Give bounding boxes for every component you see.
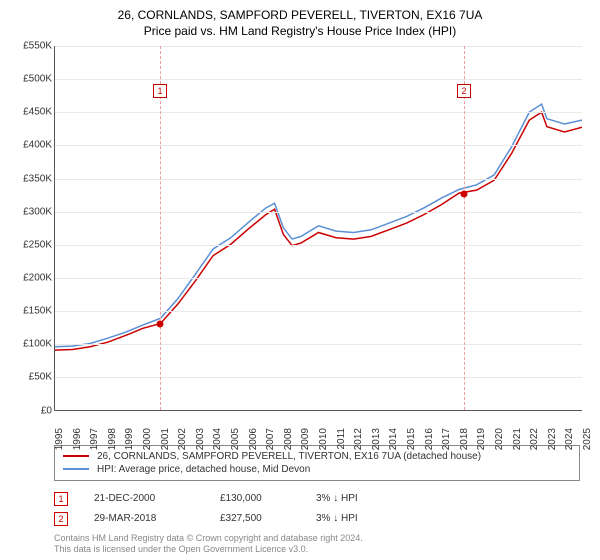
x-axis-tick: 2007 <box>265 428 276 450</box>
sale-marker-line <box>160 46 161 410</box>
x-axis-tick: 2025 <box>582 428 593 450</box>
gridline <box>55 46 582 47</box>
chart-subtitle: Price paid vs. HM Land Registry's House … <box>10 24 590 38</box>
sale-marker-dot <box>157 321 164 328</box>
sale-date: 29-MAR-2018 <box>94 513 194 524</box>
y-axis-tick: £400K <box>10 140 52 151</box>
sale-row-badge: 2 <box>54 512 68 526</box>
x-axis-tick: 2023 <box>547 428 558 450</box>
gridline <box>55 344 582 345</box>
legend-swatch <box>63 468 89 470</box>
y-axis-tick: £300K <box>10 206 52 217</box>
footer-line-2: This data is licensed under the Open Gov… <box>54 544 580 556</box>
x-axis-tick: 2016 <box>424 428 435 450</box>
footer-attribution: Contains HM Land Registry data © Crown c… <box>54 533 580 556</box>
gridline <box>55 79 582 80</box>
chart-area: £0 £50K £100K £150K £200K £250K £300K £350K £400… <box>10 46 590 439</box>
x-axis-tick: 2005 <box>230 428 241 450</box>
x-axis-tick: 2017 <box>441 428 452 450</box>
gridline <box>55 112 582 113</box>
x-axis-tick: 2011 <box>336 428 347 450</box>
x-axis-tick: 1997 <box>89 428 100 450</box>
legend-label: HPI: Average price, detached house, Mid … <box>97 464 310 475</box>
x-axis-tick: 2003 <box>195 428 206 450</box>
sale-marker-dot <box>461 190 468 197</box>
y-axis-tick: £350K <box>10 173 52 184</box>
gridline <box>55 245 582 246</box>
x-axis-tick: 1999 <box>124 428 135 450</box>
y-axis-tick: £150K <box>10 306 52 317</box>
x-axis-tick: 2013 <box>371 428 382 450</box>
sale-marker-line <box>464 46 465 410</box>
gridline <box>55 311 582 312</box>
footer-line-1: Contains HM Land Registry data © Crown c… <box>54 533 580 545</box>
gridline <box>55 179 582 180</box>
legend-label: 26, CORNLANDS, SAMPFORD PEVERELL, TIVERT… <box>97 451 481 462</box>
sale-row-badge: 1 <box>54 492 68 506</box>
x-axis-tick: 2015 <box>406 428 417 450</box>
sale-marker-badge: 2 <box>457 84 471 98</box>
y-axis-tick: £0 <box>10 405 52 416</box>
x-axis-tick: 1995 <box>54 428 65 450</box>
legend-item: 26, CORNLANDS, SAMPFORD PEVERELL, TIVERT… <box>63 450 571 463</box>
x-axis-tick: 2012 <box>353 428 364 450</box>
sale-row: 2 29-MAR-2018 £327,500 3% ↓ HPI <box>54 509 580 529</box>
legend-item: HPI: Average price, detached house, Mid … <box>63 463 571 476</box>
x-axis-tick: 2008 <box>283 428 294 450</box>
sale-price: £327,500 <box>220 513 290 524</box>
x-axis-tick: 2014 <box>388 428 399 450</box>
sale-price: £130,000 <box>220 493 290 504</box>
x-axis-tick: 2019 <box>476 428 487 450</box>
x-axis-tick: 2004 <box>212 428 223 450</box>
y-axis-tick: £250K <box>10 239 52 250</box>
x-axis-tick: 1998 <box>107 428 118 450</box>
chart-title: 26, CORNLANDS, SAMPFORD PEVERELL, TIVERT… <box>10 8 590 22</box>
y-axis-tick: £200K <box>10 273 52 284</box>
sale-delta: 3% ↓ HPI <box>316 513 406 524</box>
gridline <box>55 212 582 213</box>
legend-swatch <box>63 455 89 457</box>
x-axis-tick: 2021 <box>512 428 523 450</box>
y-axis-tick: £100K <box>10 339 52 350</box>
x-axis-tick: 2002 <box>177 428 188 450</box>
x-axis-tick: 2024 <box>564 428 575 450</box>
y-axis-tick: £550K <box>10 41 52 52</box>
gridline <box>55 278 582 279</box>
x-axis-tick: 2009 <box>300 428 311 450</box>
x-axis-tick: 2020 <box>494 428 505 450</box>
x-axis-tick: 1996 <box>72 428 83 450</box>
sale-delta: 3% ↓ HPI <box>316 493 406 504</box>
sale-row: 1 21-DEC-2000 £130,000 3% ↓ HPI <box>54 489 580 509</box>
sale-date: 21-DEC-2000 <box>94 493 194 504</box>
y-axis-tick: £50K <box>10 372 52 383</box>
gridline <box>55 377 582 378</box>
plot-region: 12 <box>54 46 582 411</box>
x-axis-tick: 2006 <box>248 428 259 450</box>
x-axis-tick: 2000 <box>142 428 153 450</box>
series-property <box>55 112 582 350</box>
sales-table: 1 21-DEC-2000 £130,000 3% ↓ HPI 2 29-MAR-2018… <box>54 489 580 529</box>
x-axis-tick: 2022 <box>529 428 540 450</box>
x-axis-tick: 2010 <box>318 428 329 450</box>
x-axis-tick: 2001 <box>160 428 171 450</box>
gridline <box>55 145 582 146</box>
sale-marker-badge: 1 <box>153 84 167 98</box>
y-axis-tick: £450K <box>10 107 52 118</box>
y-axis-tick: £500K <box>10 74 52 85</box>
x-axis-tick: 2018 <box>459 428 470 450</box>
